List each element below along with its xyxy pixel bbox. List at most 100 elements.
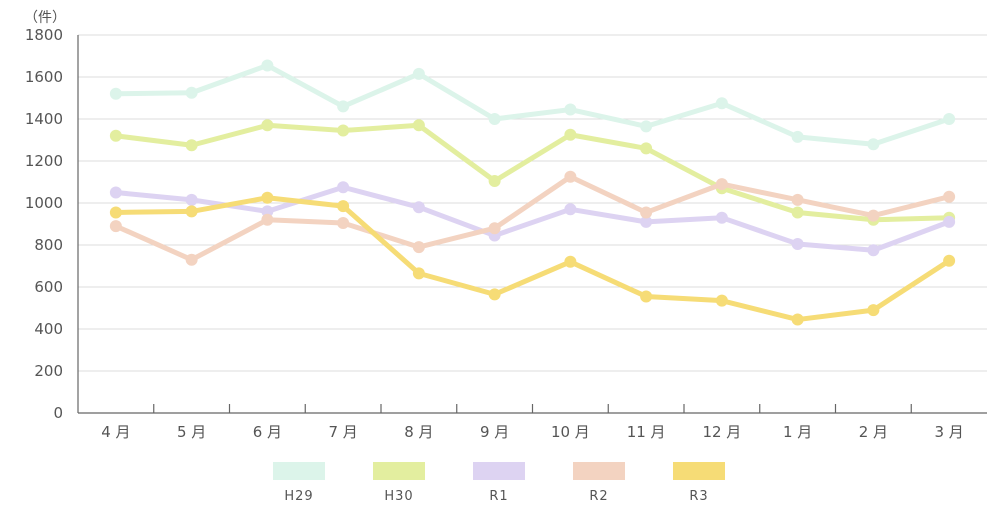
- data-point: [715, 178, 728, 191]
- y-tick-label: 1000: [25, 194, 63, 212]
- legend-label: H30: [384, 489, 413, 504]
- x-tick-label: 11 月: [627, 423, 666, 441]
- x-tick-label: 2 月: [859, 423, 888, 441]
- series-r2: [109, 170, 956, 266]
- data-point: [109, 186, 122, 199]
- x-tick-label: 1 月: [783, 423, 812, 441]
- legend-swatch: [573, 462, 625, 480]
- data-point: [791, 206, 804, 219]
- x-tick-labels: 4 月 5 月 6 月 7 月 8 月 9 月 10 月 11 月 12 月 1 月 2 月 3 月: [101, 423, 964, 441]
- data-point: [261, 119, 274, 132]
- data-point: [640, 215, 653, 228]
- series-line: [113, 195, 952, 323]
- data-point: [185, 253, 198, 266]
- data-point: [564, 103, 577, 116]
- legend-item-r2: R2: [573, 462, 625, 504]
- data-point: [791, 237, 804, 250]
- data-point: [715, 211, 728, 224]
- series-line: [113, 184, 952, 253]
- legend-swatch: [673, 462, 725, 480]
- legend-item-h29: H29: [273, 462, 325, 504]
- data-point: [412, 119, 425, 132]
- legend-item-h30: H30: [373, 462, 425, 504]
- legend-label: R2: [589, 489, 608, 504]
- series-line: [113, 174, 952, 263]
- axes: [77, 35, 987, 414]
- y-tick-label: 200: [34, 362, 63, 380]
- data-point: [337, 200, 350, 213]
- y-tick-label: 400: [34, 320, 63, 338]
- data-point: [337, 181, 350, 194]
- data-point: [261, 191, 274, 204]
- data-point: [943, 215, 956, 228]
- legend-label: R1: [489, 489, 508, 504]
- x-tick-label: 7 月: [328, 423, 357, 441]
- series-r3: [109, 191, 956, 326]
- x-tick-label: 10 月: [551, 423, 590, 441]
- y-tick-label: 600: [34, 278, 63, 296]
- x-tick-label: 8 月: [404, 423, 433, 441]
- data-point: [564, 203, 577, 216]
- data-point: [791, 193, 804, 206]
- data-point: [564, 255, 577, 268]
- y-tick-label: 1800: [25, 26, 63, 44]
- data-point: [488, 174, 501, 187]
- data-point: [261, 213, 274, 226]
- series-h30: [109, 119, 956, 226]
- data-point: [867, 209, 880, 222]
- data-point: [109, 206, 122, 219]
- data-point: [943, 190, 956, 203]
- y-tick-label: 0: [53, 404, 63, 422]
- data-point: [337, 216, 350, 229]
- data-point: [791, 313, 804, 326]
- x-tick-label: 5 月: [177, 423, 206, 441]
- y-tick-labels: 0 200 400 600 800 1000 1200 1400 1600 1800: [25, 26, 63, 422]
- data-point: [412, 67, 425, 80]
- data-point: [185, 139, 198, 152]
- data-point: [640, 142, 653, 155]
- series-line: [113, 122, 952, 223]
- data-point: [488, 222, 501, 235]
- data-point: [867, 244, 880, 257]
- y-tick-label: 1200: [25, 152, 63, 170]
- x-tick-label: 9 月: [480, 423, 509, 441]
- data-point: [185, 193, 198, 206]
- legend-swatch: [273, 462, 325, 480]
- data-point: [640, 290, 653, 303]
- y-unit-label: （件）: [24, 10, 66, 26]
- data-point: [412, 267, 425, 280]
- legend-label: R3: [689, 489, 708, 504]
- x-tick-label: 3 月: [934, 423, 963, 441]
- data-point: [943, 254, 956, 267]
- data-point: [867, 138, 880, 151]
- data-point: [715, 294, 728, 307]
- legend: H29 H30 R1 R2 R3: [273, 462, 725, 504]
- data-point: [640, 206, 653, 219]
- y-tick-label: 1400: [25, 110, 63, 128]
- data-point: [488, 288, 501, 301]
- y-tick-label: 1600: [25, 68, 63, 86]
- x-tick-label: 6 月: [253, 423, 282, 441]
- legend-item-r3: R3: [673, 462, 725, 504]
- data-point: [185, 205, 198, 218]
- data-point: [261, 59, 274, 72]
- data-point: [412, 201, 425, 214]
- data-point: [109, 87, 122, 100]
- data-point: [564, 170, 577, 183]
- data-point: [715, 97, 728, 110]
- data-point: [640, 120, 653, 133]
- legend-item-r1: R1: [473, 462, 525, 504]
- x-tick-label: 4 月: [101, 423, 130, 441]
- data-point: [185, 86, 198, 99]
- legend-swatch: [473, 462, 525, 480]
- data-point: [109, 220, 122, 233]
- data-point: [337, 124, 350, 137]
- data-point: [867, 304, 880, 317]
- data-point: [564, 128, 577, 141]
- data-point: [337, 100, 350, 113]
- data-point: [488, 113, 501, 125]
- x-tick-label: 12 月: [702, 423, 741, 441]
- data-point: [943, 113, 956, 125]
- data-point: [791, 130, 804, 143]
